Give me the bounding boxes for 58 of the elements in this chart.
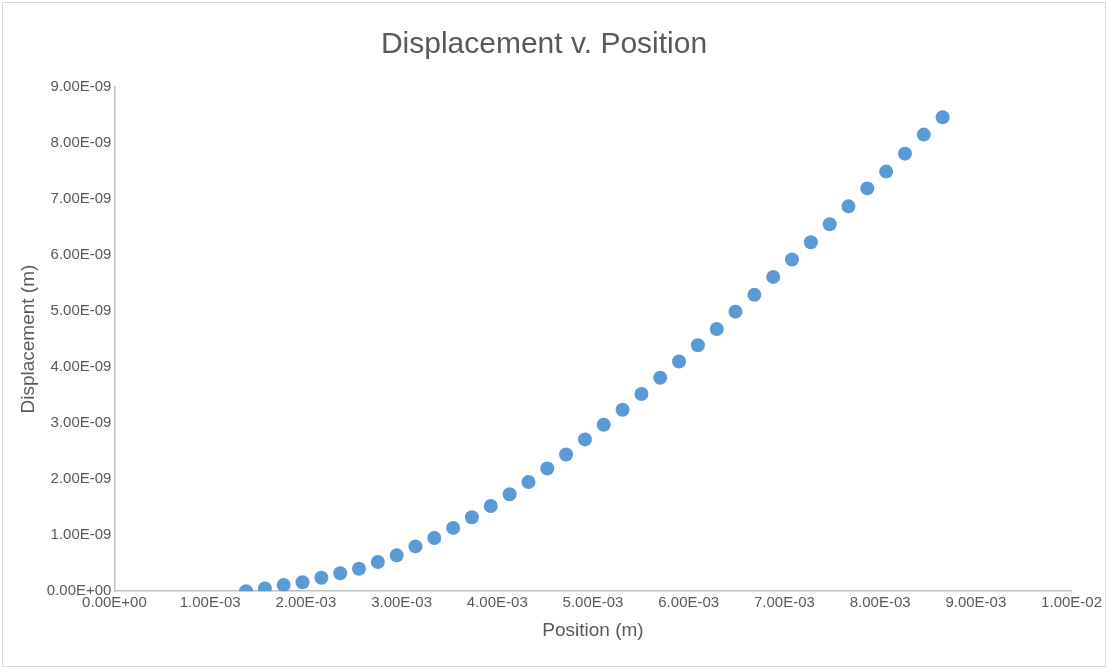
y-tick-label: 7.00E-09 [50,189,112,207]
x-tick-label: 8.00E-03 [849,593,911,611]
point [370,555,385,570]
y-tick-label: 3.00E-09 [50,413,112,431]
point [784,252,799,267]
y-tick-label: 5.00E-09 [50,301,112,319]
point [653,370,668,385]
y-tick-label: 9.00E-09 [50,77,112,95]
point [295,575,310,590]
x-tick-label: 2.00E-03 [275,593,337,611]
y-axis-title: Displacement (m) [16,264,38,414]
y-tick-label: 2.00E-09 [50,469,112,487]
x-tick-label: 3.00E-03 [371,593,433,611]
point [916,127,931,142]
point [634,387,649,401]
x-tick-label: 9.00E-03 [945,593,1007,611]
point [446,520,461,535]
point [559,447,574,462]
x-tick-label: 4.00E-03 [466,593,528,611]
point [728,304,743,319]
point [879,164,894,179]
point [427,530,442,545]
point [709,322,724,337]
point [672,354,687,369]
x-axis-title: Position (m) [542,618,644,640]
point [333,566,348,581]
point [803,235,818,250]
x-tick-label: 1.00E-03 [179,593,241,611]
point [502,487,517,502]
x-tick-label: 5.00E-03 [562,593,624,611]
point [577,432,592,447]
x-tick-label: 7.00E-03 [753,593,815,611]
y-tick-label: 8.00E-09 [50,133,112,151]
point [615,402,630,417]
y-tick-label: 1.00E-09 [50,525,112,543]
x-tick-label: 6.00E-03 [658,593,720,611]
point [351,561,366,576]
point [766,269,781,284]
point [860,181,875,196]
point [521,474,536,489]
point [464,510,479,525]
x-tick-label: 1.00E-02 [1041,593,1103,611]
point [389,548,404,563]
point [935,110,950,125]
chart-title: Displacement v. Position [380,26,708,60]
point [841,199,856,214]
point [596,417,611,432]
point [747,287,762,302]
point [483,499,498,514]
point [276,578,291,592]
point [690,338,705,353]
point [314,570,329,585]
point [540,461,555,476]
point [898,146,913,161]
y-tick-label: 4.00E-09 [50,357,112,375]
point [822,217,837,232]
y-tick-label: 6.00E-09 [50,245,112,263]
point [408,539,423,554]
